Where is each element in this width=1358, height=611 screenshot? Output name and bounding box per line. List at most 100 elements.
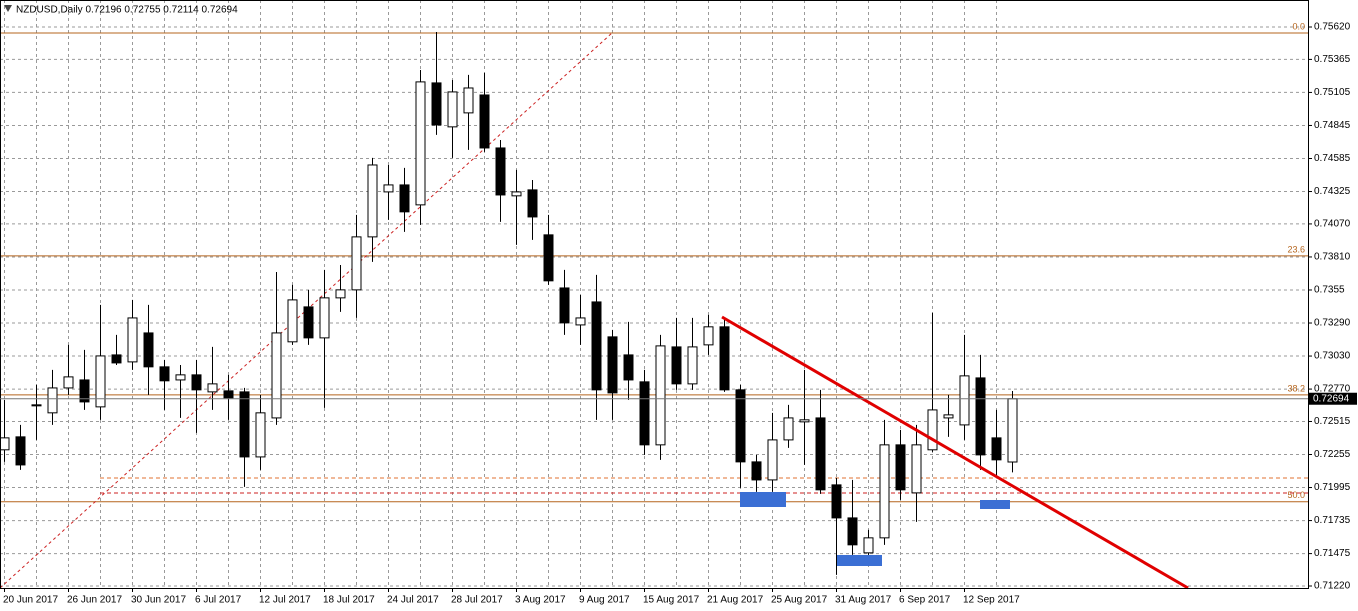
x-tick-label: 12 Sep 2017 bbox=[963, 595, 1020, 606]
x-tick-label: 30 Jun 2017 bbox=[131, 595, 186, 606]
chart-title: NZDUSD,Daily 0.72196 0.72755 0.72114 0.7… bbox=[16, 5, 238, 16]
candle-body bbox=[815, 417, 826, 491]
y-tick-label: 0.75105 bbox=[1314, 87, 1351, 98]
x-tick-label: 18 Jul 2017 bbox=[323, 595, 375, 606]
candle-body bbox=[159, 366, 170, 382]
x-tick-label: 26 Jun 2017 bbox=[67, 595, 122, 606]
candle-body bbox=[1007, 398, 1018, 463]
candle-body bbox=[543, 234, 554, 282]
candle-body bbox=[735, 389, 746, 463]
candle-body bbox=[415, 81, 426, 206]
candle-body bbox=[751, 461, 762, 481]
candle-body bbox=[655, 345, 666, 446]
support-zone bbox=[740, 492, 786, 507]
candle-body bbox=[591, 301, 602, 391]
candle-body bbox=[511, 191, 522, 197]
candle-body bbox=[879, 444, 890, 539]
y-tick-label: 0.75365 bbox=[1314, 54, 1351, 65]
candle-body bbox=[335, 289, 346, 299]
fib-layer: 0.0 23.6 38.2 50.0 bbox=[0, 21, 1308, 503]
candle-body bbox=[79, 379, 90, 403]
candle-body bbox=[607, 336, 618, 394]
x-tick-label: 6 Jul 2017 bbox=[195, 595, 242, 606]
candle-body bbox=[143, 332, 154, 368]
candle-body bbox=[831, 484, 842, 519]
candle-body bbox=[479, 94, 490, 149]
candle-body bbox=[399, 184, 410, 213]
y-tick-label: 0.73030 bbox=[1314, 351, 1351, 362]
candle-body bbox=[367, 164, 378, 238]
candle-body bbox=[383, 184, 394, 193]
candle-body bbox=[975, 377, 986, 456]
candle-body bbox=[207, 383, 218, 393]
x-tick-label: 21 Aug 2017 bbox=[707, 595, 764, 606]
candle-body bbox=[847, 517, 858, 546]
y-tick-label: 0.72770 bbox=[1314, 384, 1351, 395]
last-price-label: 0.72694 bbox=[1313, 393, 1350, 404]
y-tick-label: 0.72515 bbox=[1314, 416, 1351, 427]
y-tick-label: 0.71995 bbox=[1314, 482, 1351, 493]
candle-body bbox=[0, 437, 10, 451]
candle-body bbox=[319, 297, 330, 339]
y-tick-label: 0.72255 bbox=[1314, 449, 1351, 460]
x-tick-label: 6 Sep 2017 bbox=[899, 595, 951, 606]
candle-body bbox=[623, 354, 634, 381]
candle-body bbox=[175, 374, 186, 381]
candle-body bbox=[15, 436, 26, 466]
candle-body bbox=[895, 444, 906, 491]
candle-body bbox=[575, 317, 586, 326]
candle-body bbox=[639, 381, 650, 446]
candle-body bbox=[943, 414, 954, 419]
candle-body bbox=[527, 189, 538, 218]
y-tick-label: 0.71220 bbox=[1314, 581, 1351, 592]
candle-body bbox=[463, 87, 474, 114]
x-tick-label: 3 Aug 2017 bbox=[515, 595, 566, 606]
candle-body bbox=[927, 409, 938, 451]
candle-body bbox=[351, 236, 362, 291]
candle-body bbox=[95, 355, 106, 408]
fib-label: 23.6 bbox=[1287, 244, 1305, 254]
y-tick-label: 0.74585 bbox=[1314, 153, 1351, 164]
candle-body bbox=[303, 306, 314, 339]
candle-body bbox=[47, 387, 58, 414]
fib-label: 50.0 bbox=[1287, 490, 1305, 500]
last-price-box bbox=[1309, 392, 1357, 405]
candle-body bbox=[239, 391, 250, 458]
candle-body bbox=[127, 317, 138, 363]
candle-body bbox=[31, 404, 42, 407]
candle-body bbox=[911, 444, 922, 494]
candle-layer bbox=[0, 31, 1018, 575]
candle-body bbox=[991, 437, 1002, 461]
candle-body bbox=[191, 374, 202, 391]
grid-layer bbox=[0, 0, 1308, 588]
x-tick-label: 9 Aug 2017 bbox=[579, 595, 630, 606]
candle-body bbox=[431, 82, 442, 126]
support-zone bbox=[836, 555, 882, 566]
candle-body bbox=[287, 299, 298, 343]
y-tick-label: 0.74845 bbox=[1314, 120, 1351, 131]
y-tick-label: 0.75620 bbox=[1314, 22, 1351, 33]
y-tick-label: 0.7355 bbox=[1314, 285, 1345, 296]
candle-body bbox=[863, 537, 874, 554]
support-zone bbox=[980, 500, 1010, 509]
plot-border bbox=[0, 0, 1309, 589]
x-tick-label: 24 Jul 2017 bbox=[387, 595, 439, 606]
candle-body bbox=[703, 326, 714, 346]
x-tick-label: 31 Aug 2017 bbox=[835, 595, 892, 606]
candle-body bbox=[255, 412, 266, 458]
x-tick-label: 12 Jul 2017 bbox=[259, 595, 311, 606]
candle-body bbox=[783, 417, 794, 441]
y-tick-label: 0.74325 bbox=[1314, 186, 1351, 197]
fib-label: 0.0 bbox=[1292, 21, 1305, 31]
x-tick-label: 25 Aug 2017 bbox=[771, 595, 828, 606]
candle-body bbox=[63, 376, 74, 389]
y-tick-label: 0.74070 bbox=[1314, 219, 1351, 230]
trend-line bbox=[721, 315, 1189, 590]
candle-body bbox=[559, 287, 570, 324]
x-tick-label: 20 Jun 2017 bbox=[3, 595, 58, 606]
y-tick-label: 0.71735 bbox=[1314, 515, 1351, 526]
candle-body bbox=[271, 332, 282, 419]
candle-body bbox=[223, 390, 234, 399]
